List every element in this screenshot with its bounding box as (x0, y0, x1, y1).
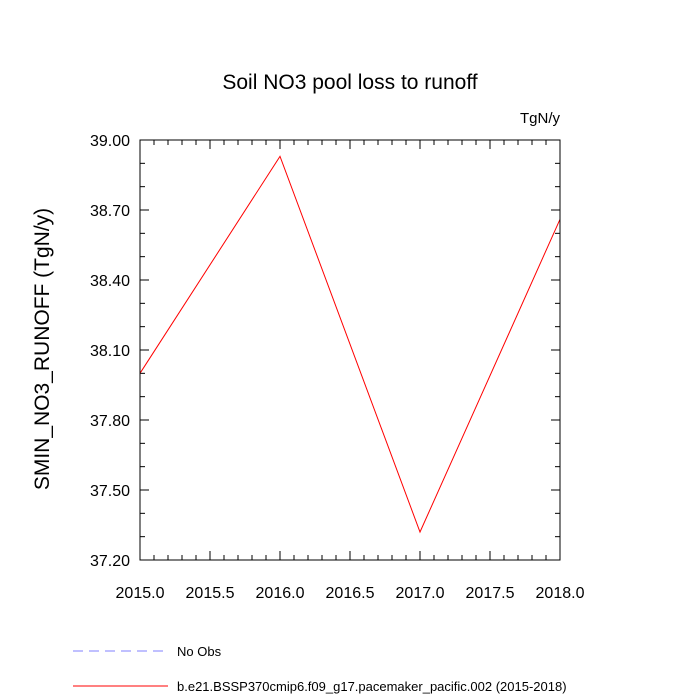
axis-tick-labels: 2015.0 2015.5 2016.0 2016.5 2017.0 2017.5 2018… (90, 133, 585, 602)
y-tick-label: 38.40 (90, 273, 130, 290)
series-line (139, 155, 561, 534)
y-tick-label: 39.00 (90, 133, 130, 150)
x-tick-label: 2015.5 (186, 585, 235, 602)
x-tick-label: 2017.0 (396, 585, 445, 602)
x-tick-label: 2017.5 (466, 585, 515, 602)
y-tick-label: 38.10 (90, 343, 130, 360)
y-tick-label: 37.20 (90, 553, 130, 570)
legend-label: b.e21.BSSP370cmip6.f09_g17.pacemaker_pac… (177, 679, 567, 694)
y-axis-label: SMIN_NO3_RUNOFF (TgN/y) (31, 208, 54, 490)
chart-title: Soil NO3 pool loss to runoff (222, 71, 477, 94)
plot-frame (139, 139, 561, 561)
x-tick-label: 2018.0 (536, 585, 585, 602)
y-tick-label: 37.80 (90, 413, 130, 430)
y-tick-label: 38.70 (90, 203, 130, 220)
legend-label: No Obs (177, 644, 222, 659)
x-tick-label: 2016.0 (256, 585, 305, 602)
y-tick-label: 37.50 (90, 483, 130, 500)
series-lines (139, 155, 561, 534)
axis-ticks (139, 139, 561, 561)
x-tick-label: 2015.0 (116, 585, 165, 602)
units-label: TgN/y (520, 110, 561, 127)
legend: No Obs b.e21.BSSP370cmip6.f09_g17.pacemak… (73, 644, 567, 694)
x-tick-label: 2016.5 (326, 585, 375, 602)
